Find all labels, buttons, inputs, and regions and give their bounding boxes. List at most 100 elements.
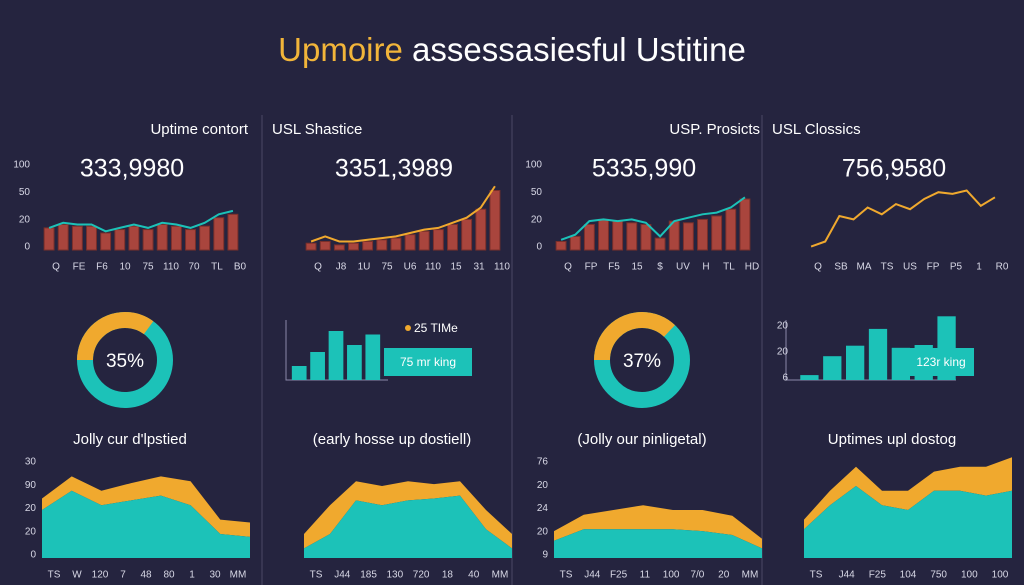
bar — [404, 234, 416, 251]
x-tick-label: 120 — [92, 570, 109, 581]
x-tick-label: R0 — [996, 262, 1009, 273]
bar — [583, 224, 595, 251]
label-box-text: 123r king — [916, 355, 965, 369]
x-tick-label: 11 — [640, 570, 651, 581]
bar — [128, 225, 140, 251]
area-upper — [804, 457, 1012, 530]
bar — [199, 225, 211, 251]
bar — [142, 229, 154, 251]
x-tick-label: 110 — [425, 262, 441, 273]
area-upper — [554, 505, 762, 549]
x-tick-label: F25 — [610, 570, 628, 581]
x-tick-label: B0 — [234, 262, 247, 273]
bar — [626, 222, 638, 251]
x-tick-label: SB — [834, 262, 848, 273]
bar — [86, 225, 97, 251]
panel-title: USL Clossics — [772, 121, 861, 138]
y-tick-label: 6 — [782, 373, 788, 384]
line — [810, 189, 996, 248]
donut-value — [594, 312, 690, 408]
kpi: 5335,990 — [592, 155, 696, 183]
x-tick-label: 15 — [450, 262, 462, 273]
bar — [365, 334, 381, 380]
subtitle: Jolly cur d'lpstied — [73, 431, 187, 448]
x-tick-label: Q — [52, 262, 60, 273]
x-tick-label: 750 — [930, 570, 947, 581]
x-tick-label: 720 — [413, 570, 430, 581]
bar — [43, 227, 55, 251]
x-tick-label: 1 — [976, 262, 982, 273]
bar — [682, 222, 694, 251]
bar — [447, 224, 458, 251]
area-upper — [304, 481, 512, 549]
x-tick-label: F5 — [608, 262, 620, 273]
x-tick-label: TL — [211, 262, 223, 273]
bar — [640, 224, 652, 251]
subtitle: (early hosse up dostiell) — [313, 431, 471, 448]
x-tick-label: FP — [927, 262, 940, 273]
line — [48, 209, 234, 233]
bar — [418, 230, 430, 251]
y-tick-label: 100 — [13, 160, 30, 171]
bar — [319, 241, 331, 251]
x-tick-label: P5 — [950, 262, 963, 273]
x-tick-label: TS — [810, 570, 823, 581]
y-tick-label: 20 — [19, 214, 31, 225]
bar — [71, 225, 83, 251]
y-tick-label: 20 — [777, 347, 789, 358]
bar — [362, 241, 374, 251]
x-tick-label: J44 — [584, 570, 601, 581]
x-tick-label: TL — [723, 262, 735, 273]
y-tick-label: 20 — [25, 526, 37, 537]
y-tick-label: 50 — [531, 187, 543, 198]
x-tick-label: HD — [745, 262, 759, 273]
line — [560, 196, 746, 241]
y-tick-label: 0 — [536, 242, 542, 253]
x-tick-label: 100 — [663, 570, 680, 581]
bar — [697, 218, 708, 251]
bar — [348, 242, 359, 251]
bar — [291, 366, 307, 380]
x-tick-label: 75 — [142, 262, 154, 273]
x-tick-label: J44 — [839, 570, 856, 581]
area-lower — [42, 490, 250, 558]
bar — [569, 235, 581, 251]
area-lower — [804, 486, 1012, 558]
x-tick-label: 104 — [900, 570, 917, 581]
label-box — [384, 348, 472, 376]
y-tick-label: 30 — [25, 457, 37, 468]
x-tick-label: F6 — [96, 262, 108, 273]
x-tick-label: 130 — [387, 570, 404, 581]
subtitle: Uptimes upl dostog — [828, 431, 956, 448]
donut-value — [77, 312, 173, 408]
dashboard-title: Upmoire assessasiesful Ustitine — [278, 31, 746, 68]
title-highlight: Upmoire — [278, 31, 403, 68]
bar — [725, 208, 737, 251]
y-tick-label: 20 — [537, 480, 549, 491]
legend-label: 25 TIMe — [414, 321, 458, 335]
bar — [489, 190, 501, 251]
x-tick-label: 110 — [163, 262, 179, 273]
x-tick-label: Q — [564, 262, 572, 273]
title-rest: assessasiesful Ustitine — [412, 31, 746, 68]
x-tick-label: 70 — [188, 262, 200, 273]
y-tick-label: 20 — [25, 503, 37, 514]
x-tick-label: 10 — [119, 262, 131, 273]
x-tick-label: 31 — [473, 262, 485, 273]
label-box — [908, 348, 974, 376]
kpi: 333,9980 — [80, 155, 184, 183]
bar — [891, 347, 910, 380]
y-tick-label: 0 — [24, 242, 30, 253]
x-tick-label: J8 — [336, 262, 347, 273]
x-tick-label: U6 — [404, 262, 417, 273]
bar — [170, 225, 182, 251]
x-tick-label: 110 — [494, 262, 510, 273]
x-tick-label: 100 — [992, 570, 1009, 581]
panel-title: Uptime contort — [150, 121, 248, 138]
area-lower — [304, 495, 512, 558]
bar — [823, 356, 842, 380]
subtitle: (Jolly our pinligetal) — [577, 431, 706, 448]
x-tick-label: Q — [314, 262, 322, 273]
x-tick-label: TS — [310, 570, 323, 581]
x-tick-label: 15 — [631, 262, 643, 273]
